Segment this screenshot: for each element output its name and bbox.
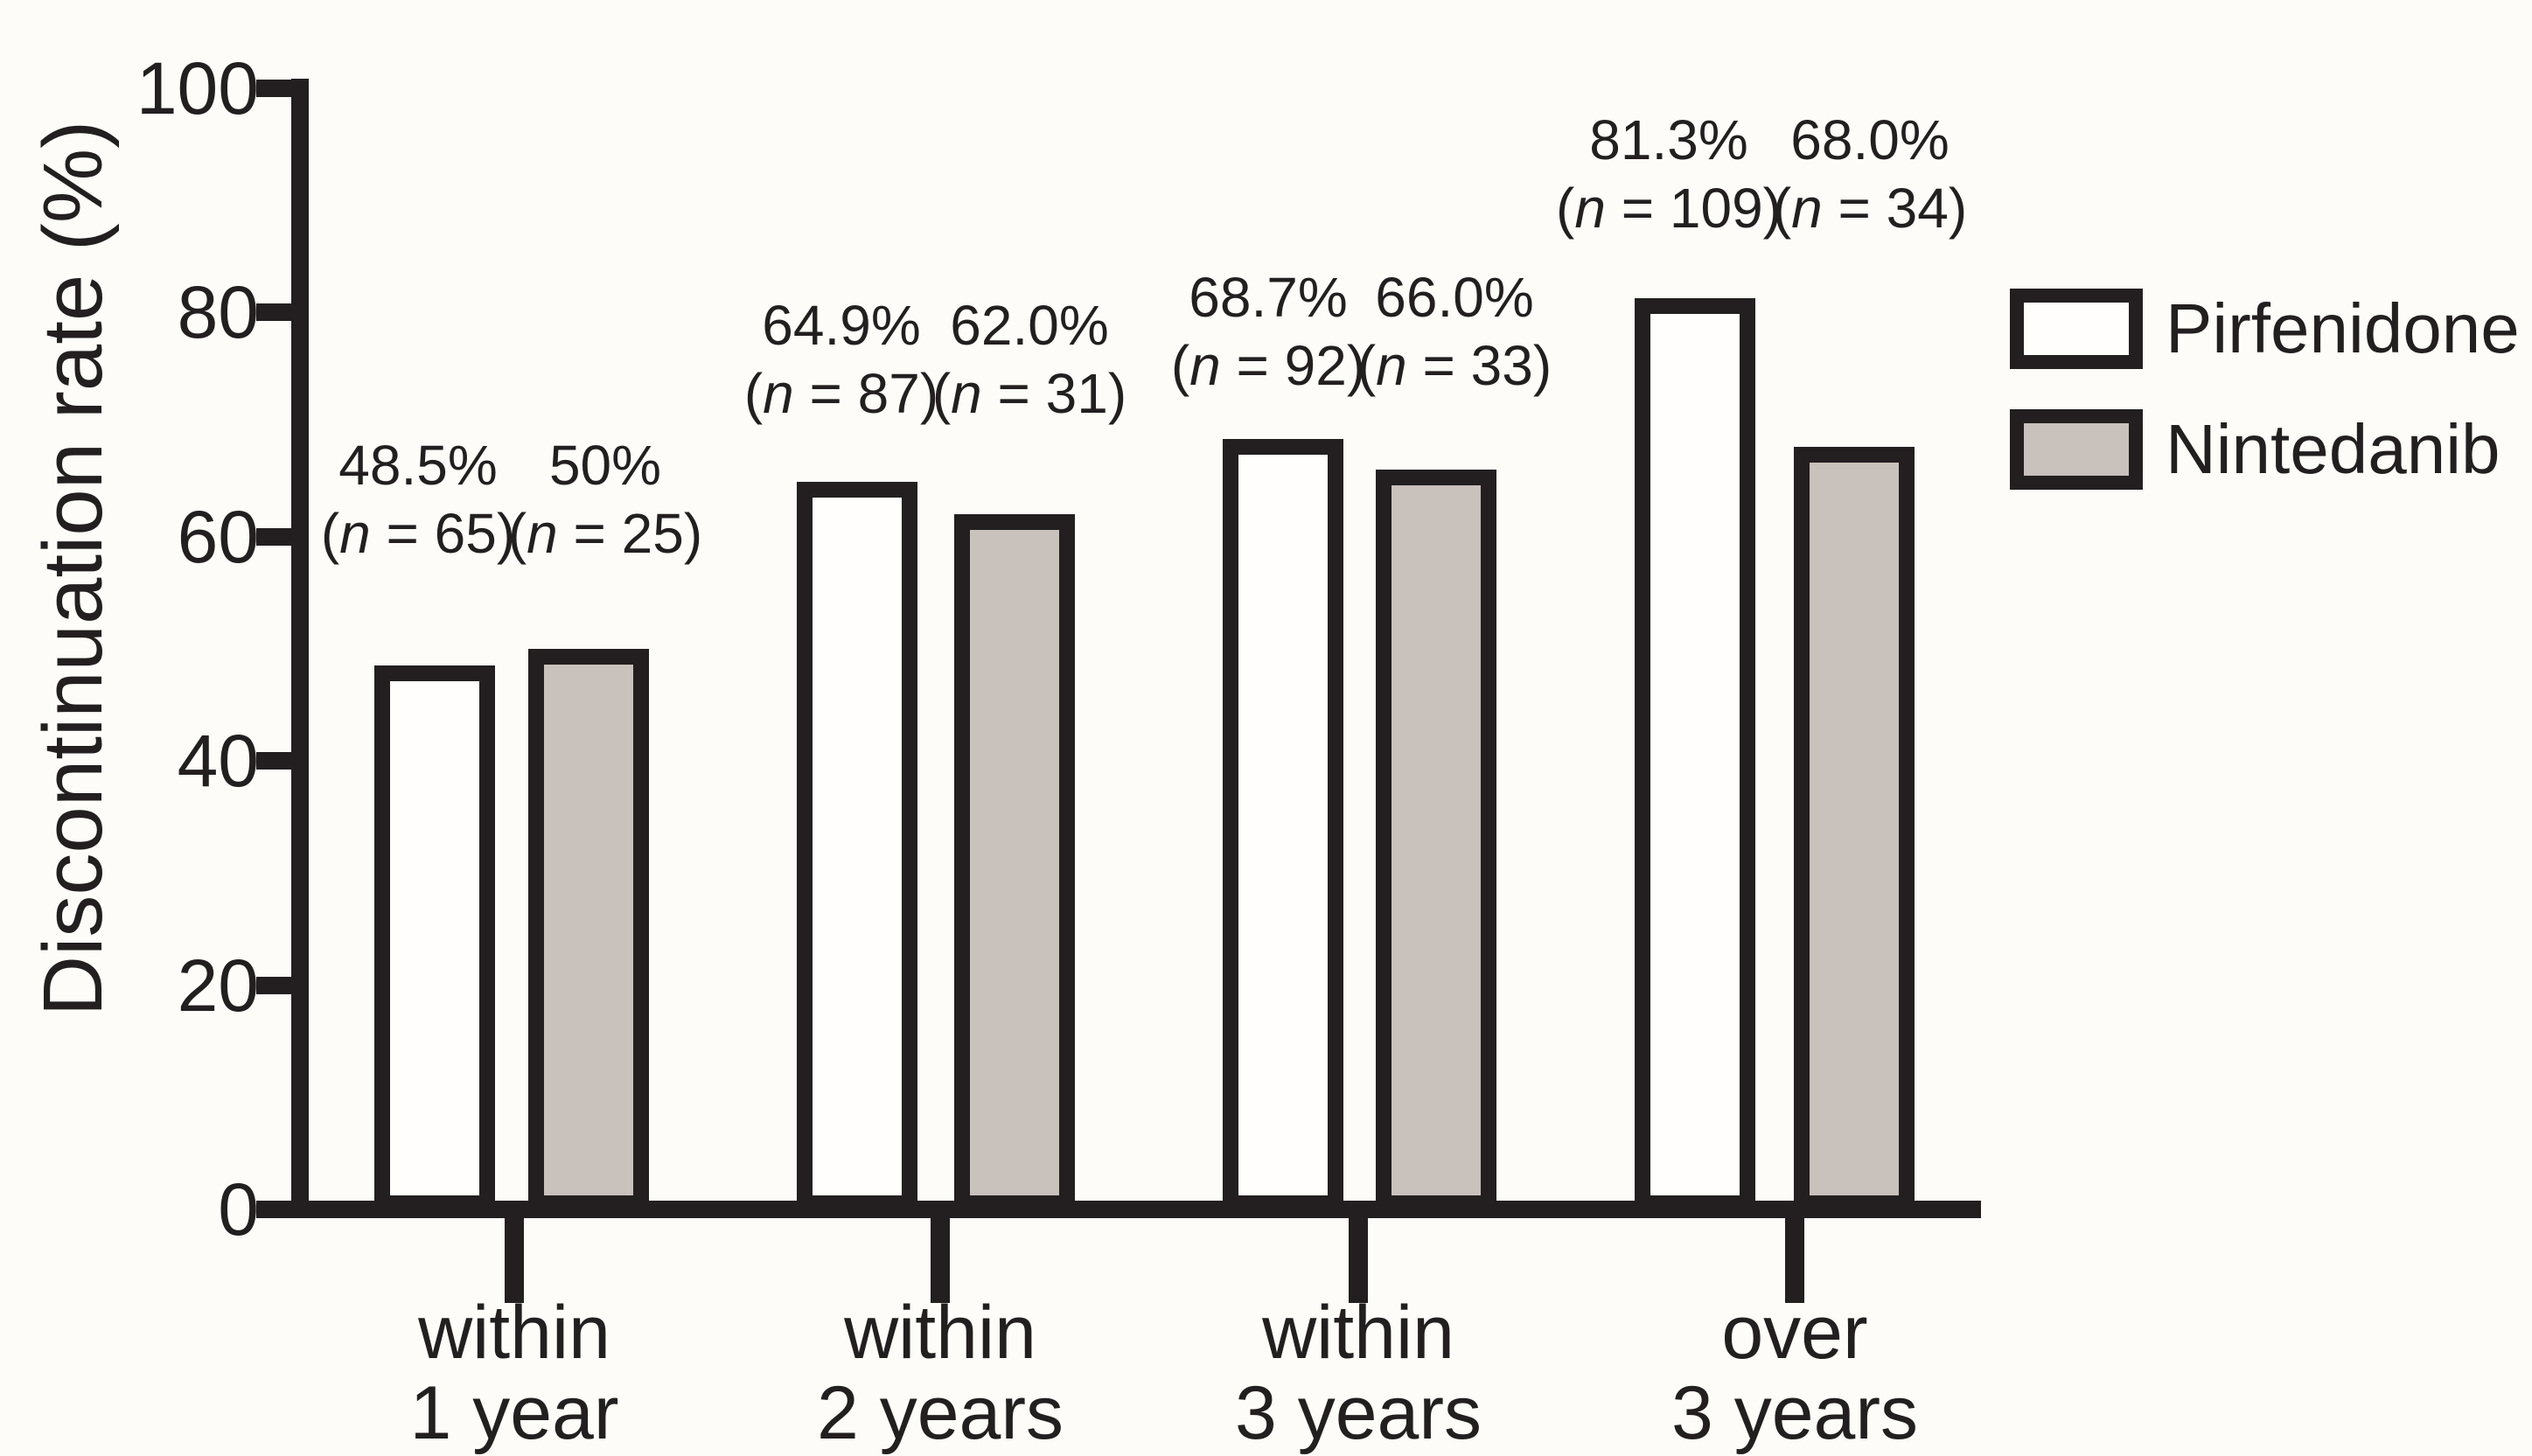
y-tick-label-60: 60: [177, 496, 259, 578]
bar-pirfenidone-group2: [797, 482, 917, 1211]
y-tick-label-80: 80: [177, 271, 259, 353]
x-category-label-group2: within 2 years: [816, 1291, 1064, 1455]
y-tick-label-40: 40: [177, 720, 259, 802]
x-tick-group2: [931, 1218, 950, 1303]
legend-swatch-pirfenidone-icon: [2010, 289, 2143, 369]
y-tick-60: [256, 528, 296, 546]
y-tick-80: [256, 303, 296, 321]
bar-nintedanib-group4: [1794, 447, 1915, 1211]
bar-value-label-nintedanib-group1: 50% (n = 25): [507, 434, 703, 565]
bar-value-label-pirfenidone-group2: 64.9% (n = 87): [743, 294, 939, 425]
legend: Pirfenidone Nintedanib: [2010, 289, 2520, 490]
bar-pirfenidone-group3: [1223, 439, 1343, 1211]
legend-item-nintedanib: Nintedanib: [2010, 409, 2520, 490]
y-tick-20: [256, 977, 296, 994]
y-axis-line: [291, 79, 309, 1218]
y-tick-label-100: 100: [136, 47, 259, 129]
legend-label-nintedanib: Nintedanib: [2166, 410, 2501, 488]
x-axis-line: [256, 1201, 1981, 1218]
y-tick-label-0: 0: [218, 1168, 259, 1250]
x-tick-group1: [505, 1218, 524, 1303]
bar-pirfenidone-group1: [374, 665, 495, 1211]
bar-value-label-pirfenidone-group1: 48.5% (n = 65): [320, 434, 516, 565]
bar-nintedanib-group2: [954, 514, 1075, 1211]
bar-value-label-nintedanib-group4: 68.0% (n = 34): [1772, 108, 1968, 240]
legend-swatch-nintedanib-icon: [2010, 409, 2143, 490]
bar-value-label-pirfenidone-group3: 68.7% (n = 92): [1170, 266, 1366, 397]
bar-pirfenidone-group4: [1635, 298, 1755, 1211]
bar-nintedanib-group3: [1376, 470, 1496, 1211]
legend-label-pirfenidone: Pirfenidone: [2166, 289, 2520, 367]
x-category-label-group1: within 1 year: [409, 1291, 619, 1455]
y-tick-100: [256, 80, 296, 97]
x-tick-group4: [1785, 1218, 1804, 1303]
y-tick-label-20: 20: [177, 944, 259, 1027]
x-tick-group3: [1349, 1218, 1368, 1303]
x-category-label-group4: over 3 years: [1671, 1291, 1919, 1455]
bar-nintedanib-group1: [528, 649, 649, 1211]
x-category-label-group3: within 3 years: [1234, 1291, 1482, 1455]
bar-value-label-pirfenidone-group4: 81.3% (n = 109): [1556, 108, 1782, 240]
bar-value-label-nintedanib-group3: 66.0% (n = 33): [1357, 266, 1552, 397]
y-tick-40: [256, 752, 296, 770]
bar-value-label-nintedanib-group2: 62.0% (n = 31): [931, 294, 1127, 425]
legend-item-pirfenidone: Pirfenidone: [2010, 289, 2520, 369]
